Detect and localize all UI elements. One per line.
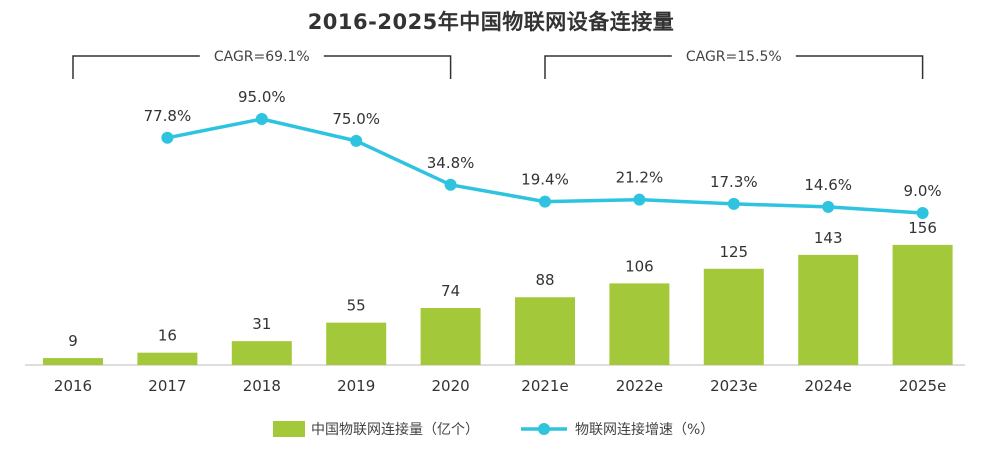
x-tick-label: 2016 [54,377,92,395]
line-point [916,207,929,219]
bar-value-label: 74 [441,282,460,300]
line-point [539,195,551,208]
x-tick-label: 2023e [710,377,757,395]
legend-swatch-marker [538,423,550,435]
bar-value-label: 9 [68,332,78,350]
bar [420,308,481,365]
bar-value-label: 143 [814,229,843,247]
line-value-label: 75.0% [332,110,380,128]
line-value-label: 19.4% [521,171,569,189]
bar [515,297,575,365]
bar-value-label: 106 [625,257,654,275]
chart-title: 2016-2025年中国物联网设备连接量 [307,10,675,34]
line-value-label: 95.0% [238,88,286,106]
line-value-label: 14.6% [804,176,852,194]
bar-value-label: 55 [347,297,366,315]
line-value-label: 34.8% [427,154,475,172]
line-point [350,134,363,147]
bar [892,244,953,365]
bar-value-label: 16 [158,327,177,345]
line-value-label: 9.0% [904,182,942,200]
bracket-right [323,55,452,79]
bar [137,352,198,365]
bar-value-label: 31 [252,315,271,333]
cagr-label: CAGR=69.1% [214,49,310,65]
bar-value-label: 156 [908,219,937,237]
bracket-left [544,55,672,79]
bar-series: 9 16 31 55 74 88 106 125 143 156 [43,219,953,365]
cagr-label: CAGR=15.5% [686,49,782,65]
line-value-label: 21.2% [616,169,664,187]
x-tick-label: 2020 [432,377,470,395]
legend-label-bar: 中国物联网连接量（亿个） [311,421,479,438]
legend: 中国物联网连接量（亿个） 物联网连接增速（%） [273,421,714,438]
cagr-brackets: CAGR=69.1% CAGR=15.5% [72,49,924,79]
legend-label-line: 物联网连接增速（%） [575,421,714,438]
line-point [255,113,268,125]
growth-line-series: 77.8% 95.0% 75.0% 34.8% 19.4% 21.2% 17.3% 14.6%… [144,88,942,219]
line-point [727,197,740,210]
x-tick-label: 2018 [243,377,281,395]
bar [609,283,670,365]
line-value-label: 17.3% [710,173,758,191]
line-point [444,178,457,191]
bar-value-label: 125 [719,243,748,261]
bar [326,322,387,365]
x-axis-ticks: 2016 2017 2018 2019 2020 2021e 2022e 2023e 2024e… [54,377,946,395]
x-tick-label: 2025e [899,377,946,395]
bar [798,254,859,365]
x-tick-label: 2017 [148,377,186,395]
bar [703,268,764,365]
line-value-label: 77.8% [144,107,192,125]
bar [231,341,292,365]
x-tick-label: 2019 [337,377,375,395]
x-tick-label: 2021e [521,377,568,395]
x-tick-label: 2022e [616,377,663,395]
x-tick-label: 2024e [804,377,851,395]
bracket-right [795,55,924,79]
bar-value-label: 88 [535,271,554,289]
line-point [822,200,835,213]
bracket-left [72,55,200,79]
legend-swatch-bar [273,421,305,437]
line-point [161,131,174,144]
bar [43,358,103,365]
line-point [633,193,646,206]
